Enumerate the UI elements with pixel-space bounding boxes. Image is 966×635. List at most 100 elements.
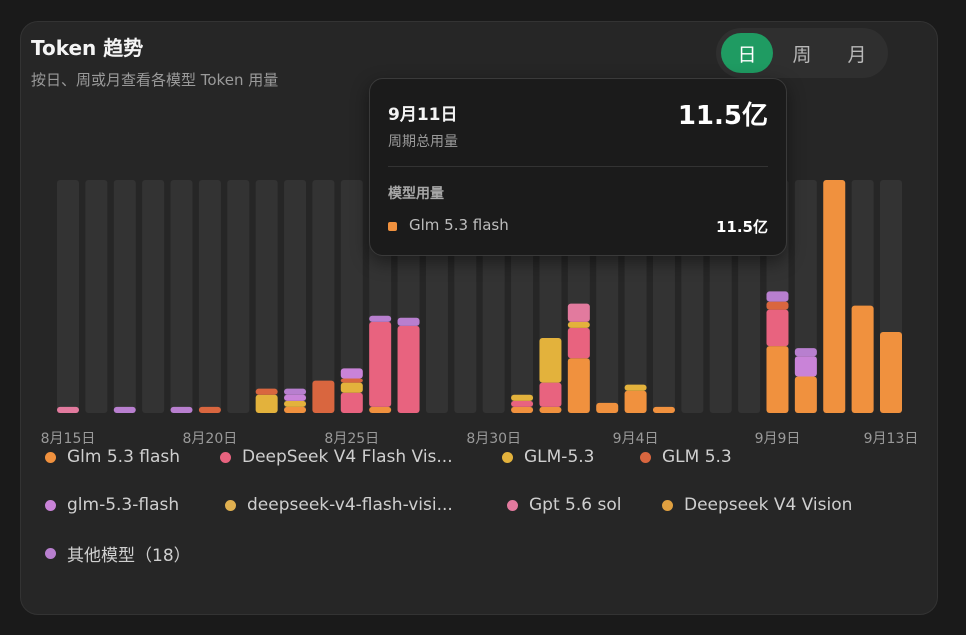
legend-item[interactable]: DeepSeek V4 Flash Vis... (220, 442, 453, 472)
x-tick-label: 9月13日 (864, 431, 919, 447)
tooltip-series-value: 11.5亿 (715, 218, 768, 236)
bar-track (85, 180, 108, 413)
legend-item[interactable]: deepseek-v4-flash-visi... (225, 490, 453, 520)
bar-segment[interactable] (766, 291, 789, 302)
bar-segment[interactable] (596, 402, 619, 413)
bar-segment[interactable] (624, 390, 647, 413)
bar-segment[interactable] (369, 321, 392, 407)
card-title: Token 趋势 (31, 36, 144, 60)
legend-label: deepseek-v4-flash-visi... (247, 495, 453, 515)
legend-item[interactable]: 其他模型（18） (45, 538, 191, 568)
tooltip-total: 11.5亿 (677, 101, 768, 131)
legend-item[interactable]: Gpt 5.6 sol (507, 490, 621, 520)
tooltip-total-label: 周期总用量 (388, 134, 458, 150)
x-tick-label: 8月15日 (41, 431, 96, 447)
tooltip-series-swatch (388, 222, 397, 231)
bar-track (170, 180, 193, 413)
bar-segment[interactable] (766, 346, 789, 413)
x-tick-label: 9月4日 (613, 431, 659, 447)
bar-segment[interactable] (397, 325, 420, 413)
bar-track (57, 180, 79, 413)
tooltip-section-label: 模型用量 (388, 186, 444, 202)
bar-segment[interactable] (766, 301, 789, 310)
tooltip-series-name: Glm 5.3 flash (409, 216, 509, 234)
bar-track (340, 180, 363, 413)
x-tick-label: 9月9日 (755, 431, 801, 447)
legend-row: glm-5.3-flash deepseek-v4-flash-visi... … (45, 490, 905, 538)
bar-segment[interactable] (567, 327, 590, 359)
toggle-month-button[interactable]: 月 (847, 43, 867, 66)
legend-label: Deepseek V4 Vision (684, 495, 853, 515)
legend-swatch (640, 451, 651, 463)
legend-label: Gpt 5.6 sol (529, 495, 622, 515)
bar-segment[interactable] (794, 348, 817, 357)
legend-swatch (507, 499, 518, 511)
bar-segment[interactable] (851, 305, 874, 413)
bar-segment[interactable] (823, 180, 846, 413)
legend-item[interactable]: GLM 5.3 (640, 442, 732, 472)
bar-segment[interactable] (312, 380, 335, 413)
bar-track (142, 180, 165, 413)
bar-track (227, 180, 250, 413)
legend-item[interactable]: Deepseek V4 Vision (662, 490, 852, 520)
bar-segment[interactable] (567, 358, 590, 413)
legend-label: GLM 5.3 (662, 447, 732, 467)
legend-swatch (502, 451, 513, 463)
legend-row: 其他模型（18） (45, 538, 905, 586)
bar-segment[interactable] (170, 406, 193, 413)
chart-legend: Glm 5.3 flash DeepSeek V4 Flash Vis... G… (45, 442, 905, 586)
legend-item[interactable]: glm-5.3-flash (45, 490, 179, 520)
bar-segment[interactable] (284, 394, 307, 401)
bar-segment[interactable] (340, 382, 363, 393)
legend-row: Glm 5.3 flash DeepSeek V4 Flash Vis... G… (45, 442, 905, 490)
legend-swatch (45, 547, 56, 559)
bar-track (113, 180, 136, 413)
bar-segment[interactable] (880, 331, 902, 413)
legend-swatch (225, 499, 236, 511)
bar-segment[interactable] (766, 309, 789, 347)
bar-segment[interactable] (369, 315, 392, 322)
bar-segment[interactable] (340, 378, 363, 383)
bar-segment[interactable] (198, 406, 221, 413)
bar-segment[interactable] (57, 406, 79, 413)
bar-segment[interactable] (539, 382, 562, 407)
toggle-day-button[interactable]: 日 (721, 33, 773, 73)
bar-segment[interactable] (340, 368, 363, 379)
legend-item[interactable]: GLM-5.3 (502, 442, 594, 472)
legend-label: Glm 5.3 flash (67, 447, 181, 467)
legend-label: DeepSeek V4 Flash Vis... (242, 447, 453, 467)
legend-swatch (662, 499, 673, 511)
bar-track (284, 180, 307, 413)
card-subtitle: 按日、周或月查看各模型 Token 用量 (31, 71, 279, 89)
toggle-week-button[interactable]: 周 (792, 43, 812, 66)
legend-swatch (45, 499, 56, 511)
x-tick-label: 8月20日 (183, 431, 238, 447)
bar-segment[interactable] (284, 406, 307, 413)
bar-segment[interactable] (794, 356, 817, 377)
chart-tooltip: 9月11日 11.5亿 周期总用量 模型用量 Glm 5.3 flash 11.… (369, 78, 787, 256)
bar-segment[interactable] (539, 406, 562, 413)
bar-segment[interactable] (369, 406, 392, 413)
bar-segment[interactable] (624, 384, 647, 391)
bar-segment[interactable] (255, 394, 278, 413)
bar-segment[interactable] (284, 388, 307, 395)
bar-segment[interactable] (255, 388, 278, 395)
bar-segment[interactable] (397, 317, 420, 326)
bar-segment[interactable] (567, 321, 590, 328)
legend-label: GLM-5.3 (524, 447, 595, 467)
bar-segment[interactable] (794, 376, 817, 413)
period-toggle: 日 周 月 (716, 28, 888, 78)
bar-segment[interactable] (539, 338, 562, 383)
bar-track (312, 180, 335, 413)
bar-segment[interactable] (567, 303, 590, 322)
bar-segment[interactable] (511, 400, 534, 407)
bar-segment[interactable] (284, 400, 307, 407)
bar-segment[interactable] (652, 406, 675, 413)
bar-segment[interactable] (511, 406, 534, 413)
legend-item[interactable]: Glm 5.3 flash (45, 442, 180, 472)
bar-segment[interactable] (113, 406, 136, 413)
bar-segment[interactable] (511, 394, 534, 401)
bar-segment[interactable] (340, 392, 363, 413)
tooltip-divider (388, 166, 768, 167)
bar-track (198, 180, 221, 413)
